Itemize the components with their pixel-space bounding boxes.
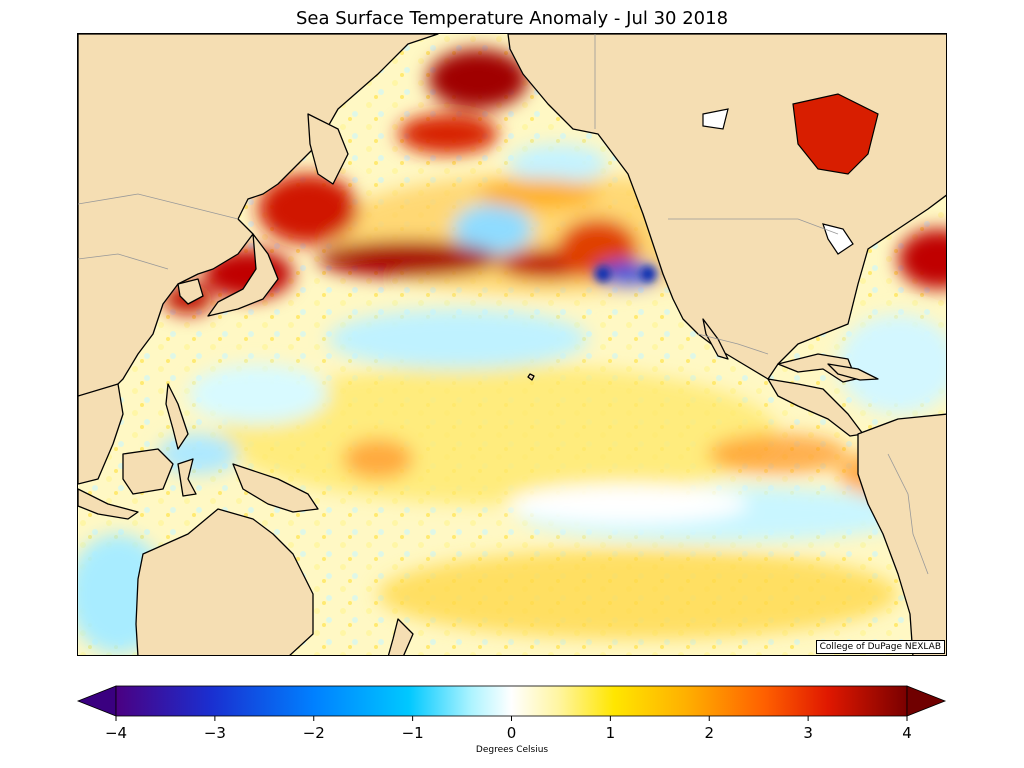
cuba <box>827 363 879 381</box>
borneo <box>122 448 174 495</box>
colorbar-gradient <box>115 685 908 717</box>
colorbar-tick-label: 1 <box>605 724 616 742</box>
colorbar-tick-label: −4 <box>104 724 128 742</box>
australia <box>135 508 314 655</box>
map-title: Sea Surface Temperature Anomaly - Jul 30… <box>295 8 729 29</box>
colorbar-tick-label: 3 <box>803 724 813 742</box>
hawaii <box>527 373 535 381</box>
baja-california <box>702 318 729 360</box>
colorbar-tick-label: 4 <box>902 724 912 742</box>
colorbar-tick-label: −1 <box>401 724 424 742</box>
colorbar-tick-label: 2 <box>704 724 715 742</box>
philippines <box>165 383 189 450</box>
indochina <box>78 383 124 485</box>
japan-islands <box>207 233 279 317</box>
central-america <box>767 378 864 437</box>
credit-label: College of DuPage NEXLAB <box>815 640 945 654</box>
sst-anomaly-map: College of DuPage NEXLAB <box>77 33 947 656</box>
new-zealand <box>387 618 414 655</box>
sulawesi <box>177 458 197 497</box>
florida <box>777 353 857 383</box>
new-guinea <box>232 463 319 513</box>
colorbar-tick-label: 0 <box>506 724 517 742</box>
colorbar-tick-label: −2 <box>302 724 325 742</box>
kamchatka-peninsula <box>307 113 349 185</box>
colorbar-high-extension <box>906 685 947 717</box>
colorbar-label: Degrees Celsius <box>475 745 549 755</box>
korea-peninsula <box>177 278 204 305</box>
java-island <box>78 488 139 520</box>
country-borders <box>78 34 929 575</box>
south-america <box>857 413 946 655</box>
colorbar-tick-label: −3 <box>203 724 226 742</box>
colorbar-low-extension <box>76 685 117 717</box>
